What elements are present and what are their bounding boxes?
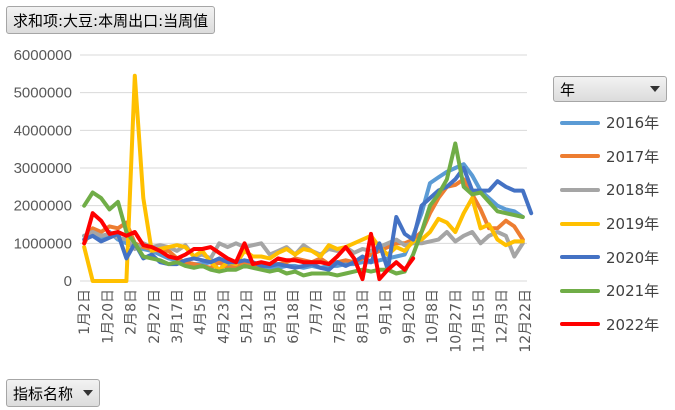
- x-tick-label: 6月18日: [286, 289, 302, 344]
- x-tick-label: 4月23日: [216, 289, 232, 344]
- chart-legend: 2016年 2017年 2018年 2019年 2020年 2021年 2022年: [560, 106, 659, 341]
- x-tick-label: 2月27日: [147, 289, 163, 344]
- legend-line-swatch: [560, 188, 600, 192]
- legend-field-label: 年: [560, 79, 575, 100]
- x-tick-label: 3月17日: [170, 289, 186, 344]
- x-tick-label: 4月5日: [193, 289, 209, 335]
- x-tick-label: 7月7日: [309, 289, 325, 335]
- legend-line-swatch: [560, 255, 600, 259]
- x-tick-label: 5月12日: [240, 289, 256, 344]
- y-tick-label: 6000000: [14, 47, 72, 64]
- legend-label: 2016年: [606, 112, 659, 133]
- legend-entry: 2022年: [560, 308, 659, 342]
- legend-label: 2017年: [606, 146, 659, 167]
- legend-field-dropdown[interactable]: 年: [553, 76, 667, 102]
- legend-line-swatch: [560, 322, 600, 326]
- y-tick-label: 5000000: [14, 85, 72, 102]
- x-tick-label: 8月13日: [356, 289, 372, 344]
- legend-label: 2021年: [606, 280, 659, 301]
- x-tick-label: 5月31日: [263, 289, 279, 344]
- row-field-label: 指标名称: [13, 383, 73, 404]
- legend-label: 2022年: [606, 314, 659, 335]
- legend-line-swatch: [560, 154, 600, 158]
- legend-entry: 2018年: [560, 173, 659, 207]
- dropdown-arrow-icon[interactable]: [650, 86, 660, 92]
- x-tick-label: 1月2日: [77, 289, 93, 335]
- legend-entry: 2021年: [560, 274, 659, 308]
- legend-line-swatch: [560, 289, 600, 293]
- row-field-dropdown[interactable]: 指标名称: [6, 379, 100, 407]
- y-tick-label: 4000000: [14, 122, 72, 139]
- legend-label: 2020年: [606, 247, 659, 268]
- legend-entry: 2016年: [560, 106, 659, 140]
- x-tick-label: 9月20日: [402, 289, 418, 344]
- x-tick-label: 10月8日: [425, 289, 441, 344]
- y-tick-label: 3000000: [14, 160, 72, 177]
- dropdown-arrow-icon[interactable]: [83, 390, 93, 396]
- x-tick-label: 9月1日: [379, 289, 395, 335]
- legend-entry: 2020年: [560, 240, 659, 274]
- legend-entry: 2019年: [560, 207, 659, 241]
- legend-entry: 2017年: [560, 140, 659, 174]
- x-tick-label: 10月27日: [448, 289, 464, 353]
- y-tick-label: 0: [64, 273, 72, 290]
- legend-label: 2019年: [606, 213, 659, 234]
- value-field-label: 求和项:大豆:本周出口:当周值: [13, 10, 208, 31]
- value-field-button[interactable]: 求和项:大豆:本周出口:当周值: [6, 6, 215, 34]
- x-tick-label: 12月22日: [518, 289, 534, 353]
- y-tick-label: 1000000: [14, 235, 72, 252]
- y-tick-label: 2000000: [14, 198, 72, 215]
- legend-label: 2018年: [606, 179, 659, 200]
- x-tick-label: 2月8日: [124, 289, 140, 335]
- legend-line-swatch: [560, 222, 600, 226]
- legend-line-swatch: [560, 121, 600, 125]
- x-tick-label: 7月26日: [332, 289, 348, 344]
- x-tick-label: 12月3日: [495, 289, 511, 344]
- x-tick-label: 11月15日: [472, 289, 488, 353]
- x-tick-label: 1月20日: [100, 289, 116, 344]
